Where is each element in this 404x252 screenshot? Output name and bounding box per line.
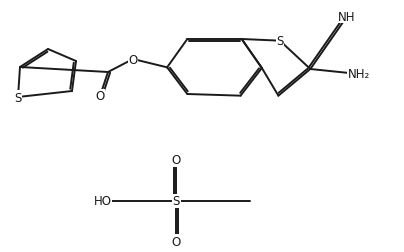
Text: O: O	[172, 153, 181, 167]
Text: O: O	[172, 235, 181, 248]
Text: O: O	[128, 53, 138, 66]
Text: S: S	[276, 35, 284, 48]
Text: S: S	[173, 194, 180, 207]
Text: NH₂: NH₂	[348, 68, 370, 81]
Text: NH: NH	[338, 11, 356, 24]
Text: O: O	[95, 90, 105, 103]
Text: HO: HO	[94, 194, 112, 207]
Text: S: S	[14, 91, 22, 104]
